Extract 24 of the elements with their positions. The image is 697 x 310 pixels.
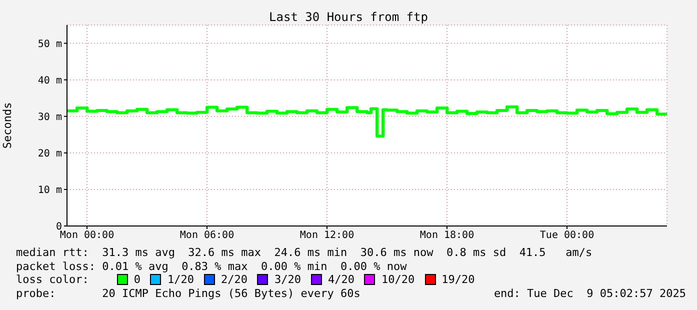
x-tick-label: Mon 00:00 xyxy=(60,230,114,242)
text: packet loss: 0.01 % avg 0.83 % max 0.00 % min 0.00 % now xyxy=(16,260,408,273)
legend-label: 3/20 xyxy=(273,273,301,286)
x-tick-label: Tue 00:00 xyxy=(540,230,594,242)
legend-label: 1/20 xyxy=(166,273,194,286)
x-tick-label: Mon 12:00 xyxy=(300,230,354,242)
legend-label: 0 xyxy=(132,273,140,286)
legend-label: 2/20 xyxy=(220,273,248,286)
text: median rtt: 31.3 ms avg 32.6 ms max 24.6 ms min 30.6 ms now 0.8 ms sd 41.5 am/s xyxy=(16,246,594,260)
x-tick-label: Mon 18:00 xyxy=(420,230,474,242)
text: end: Tue Dec 9 05:02:57 2025 xyxy=(494,286,686,300)
y-tick-label: 30 m xyxy=(38,112,62,123)
legend-label: 4/20 xyxy=(326,273,354,286)
y-tick-label: 20 m xyxy=(38,148,62,160)
legend-label: 10/20 xyxy=(380,273,415,286)
y-axis-title: Seconds xyxy=(0,102,14,149)
chart-title: Last 30 Hours from ftp xyxy=(268,10,429,24)
y-tick-label: 10 m xyxy=(38,185,62,196)
legend-label: 19/20 xyxy=(440,273,475,286)
legend-title: loss color: xyxy=(16,273,89,286)
y-tick-label: 40 m xyxy=(38,75,62,86)
text: probe: 20 ICMP Echo Pings (56 Bytes) every 60s xyxy=(16,286,360,300)
y-tick-label: 50 m xyxy=(38,38,62,50)
x-tick-label: Mon 06:00 xyxy=(180,230,234,242)
